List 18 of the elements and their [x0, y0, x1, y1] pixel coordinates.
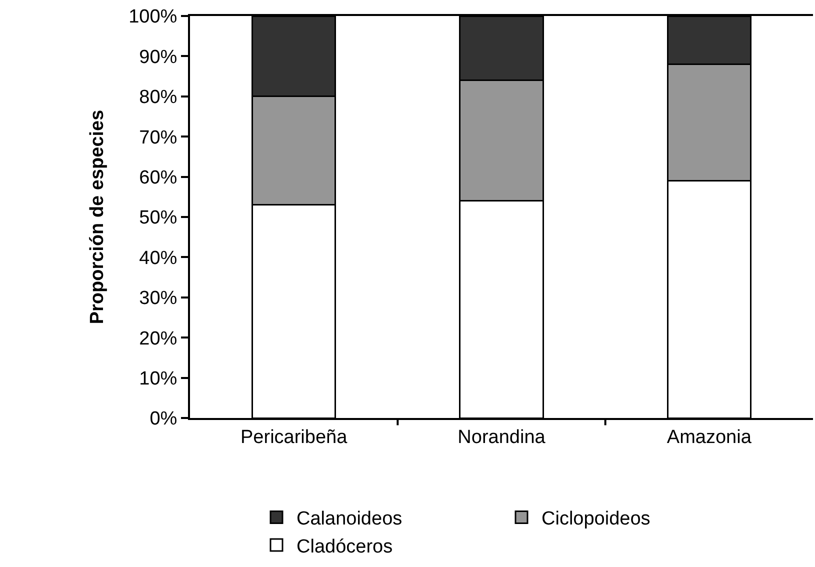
- y-tick-label: 0%: [150, 408, 178, 430]
- y-tick-label: 40%: [139, 248, 178, 269]
- y-tick-label: 50%: [139, 208, 178, 229]
- y-tick-label: 10%: [139, 368, 178, 390]
- y-tick-label: 90%: [139, 46, 178, 68]
- y-tick-label: 100%: [128, 6, 178, 28]
- x-tick-label: Pericaribeña: [240, 426, 348, 448]
- x-tick-label: Norandina: [458, 426, 546, 448]
- legend-label: Cladóceros: [296, 536, 393, 558]
- y-axis-title: Proporción de especies: [86, 110, 108, 324]
- y-tick-label: 30%: [139, 288, 178, 310]
- legend-label: Ciclopoideos: [542, 508, 650, 530]
- y-tick-label: 20%: [139, 328, 178, 350]
- y-tick-label: 60%: [139, 167, 178, 188]
- y-tick-label: 80%: [139, 87, 178, 108]
- x-tick-label: Amazonia: [666, 426, 752, 448]
- y-tick-label: 70%: [139, 127, 178, 148]
- legend-label: Calanoideos: [296, 508, 402, 530]
